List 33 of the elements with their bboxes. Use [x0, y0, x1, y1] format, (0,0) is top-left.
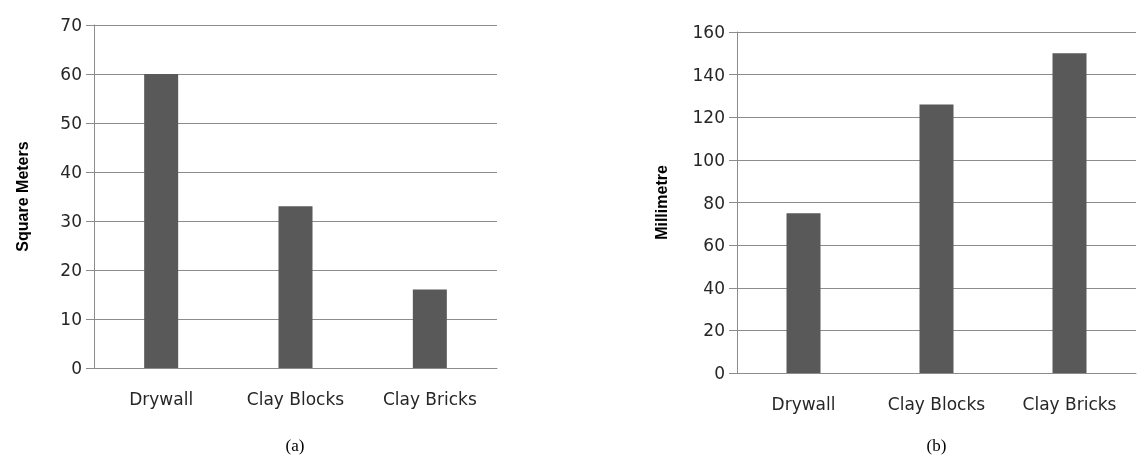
bar: [919, 104, 954, 373]
x-tick-label: Clay Blocks: [246, 388, 345, 409]
text: (b): [926, 436, 947, 455]
x-tick-label: Drywall: [129, 388, 194, 409]
x-tick-label: Clay Blocks: [887, 393, 986, 414]
text: (a): [285, 436, 305, 455]
y-tick-label: 160: [692, 22, 725, 42]
y-tick-label: 20: [703, 320, 725, 341]
y-tick-label: 60: [60, 64, 82, 84]
x-tick-label: Drywall: [771, 393, 836, 414]
y-tick-label: 20: [60, 260, 82, 280]
y-tick-label: 40: [60, 162, 82, 182]
bar: [786, 213, 821, 373]
y-tick-label: 80: [703, 192, 725, 213]
x-tick-label: Clay Bricks: [1022, 393, 1117, 414]
y-tick-label: 140: [692, 64, 725, 85]
bar: [1052, 53, 1087, 373]
y-axis-title: Millimetre: [652, 165, 670, 240]
y-tick-label: 120: [692, 107, 725, 128]
bar: [144, 74, 179, 368]
y-tick-label: 70: [60, 15, 82, 35]
y-tick-label: 40: [703, 277, 725, 298]
y-tick-label: 30: [60, 211, 82, 231]
y-tick-label: 10: [60, 309, 82, 329]
y-axis-title: Square Meters: [13, 141, 31, 252]
y-tick-label: 50: [60, 113, 82, 133]
bar: [412, 289, 447, 368]
bar: [278, 206, 313, 368]
y-tick-label: 60: [703, 235, 725, 256]
x-tick-label: Clay Bricks: [382, 388, 477, 409]
y-tick-label: 100: [692, 149, 725, 170]
y-tick-label: 0: [714, 363, 725, 383]
y-tick-label: 0: [71, 358, 82, 378]
